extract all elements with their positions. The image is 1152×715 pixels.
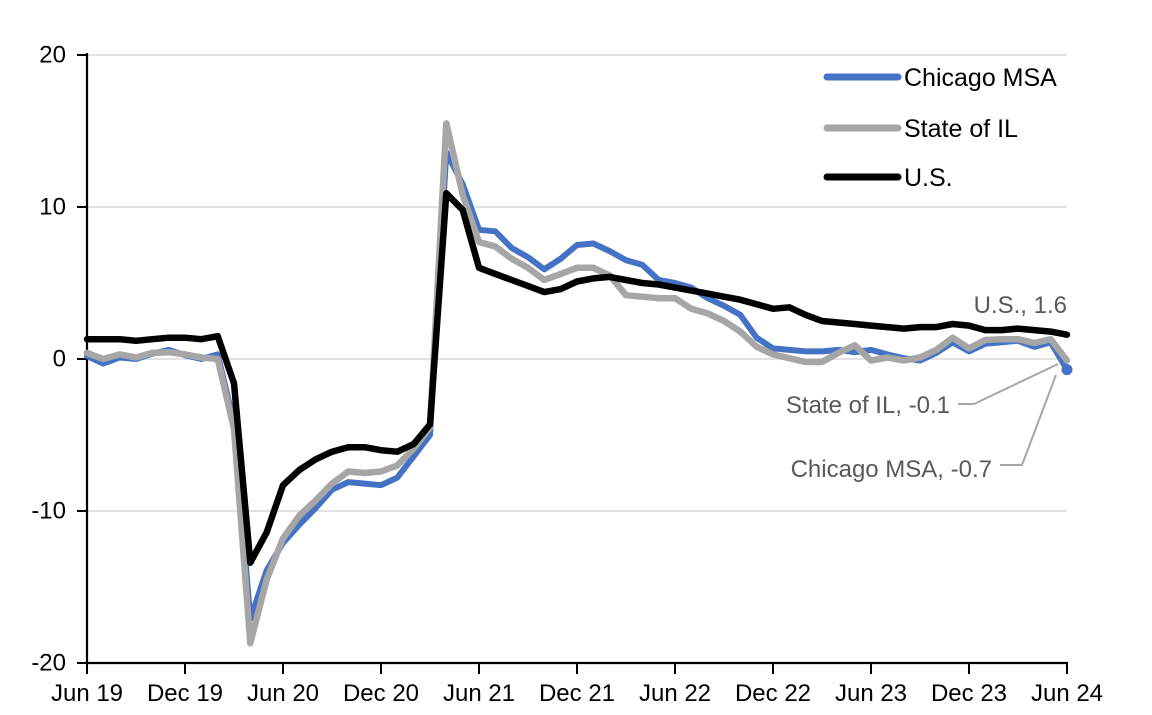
series-end-marker <box>1061 364 1073 376</box>
x-tick-label: Jun 21 <box>443 680 515 707</box>
x-tick-label: Jun 23 <box>835 680 907 707</box>
y-tick-label: 20 <box>39 42 66 69</box>
x-tick-label: Jun 19 <box>51 680 123 707</box>
y-tick-label: -20 <box>31 650 66 677</box>
y-tick-label: 10 <box>39 194 66 221</box>
x-tick-label: Dec 19 <box>147 680 223 707</box>
x-tick-label: Jun 22 <box>639 680 711 707</box>
axis-layer: 20 10 0 -10 -20 Jun 19 Dec 19 Jun 20 Dec 20 Jun 2… <box>31 42 1103 708</box>
series-line-u-s- <box>83 190 1071 566</box>
annotation-u-s-: U.S., 1.6 <box>974 292 1067 319</box>
y-tick-label: -10 <box>31 498 66 525</box>
y-tick-label: 0 <box>53 346 66 373</box>
x-tick-label: Dec 23 <box>931 680 1007 707</box>
legend-label-u-s-: U.S. <box>904 164 953 192</box>
legend-label-state-of-il: State of IL <box>904 115 1018 143</box>
series-line-state-of-il <box>83 120 1071 647</box>
series-layer <box>83 120 1073 647</box>
annotation-leader-line <box>958 363 1059 405</box>
x-tick-label: Jun 24 <box>1031 680 1103 707</box>
x-tick-label: Dec 21 <box>539 680 615 707</box>
annotation-chicago-msa: Chicago MSA, -0.7 <box>791 456 992 483</box>
x-tick-label: Dec 22 <box>735 680 811 707</box>
legend: Chicago MSA State of IL U.S. <box>823 64 1057 192</box>
grid-layer <box>87 54 1067 512</box>
annotations-layer: U.S., 1.6 State of IL, -0.1 Chicago MSA, -… <box>786 292 1067 483</box>
x-tick-label: Jun 20 <box>247 680 319 707</box>
annotation-leader-line <box>1000 374 1057 466</box>
x-tick-label: Dec 20 <box>343 680 419 707</box>
annotation-state-of-il: State of IL, -0.1 <box>786 392 950 419</box>
legend-label-chicago-msa: Chicago MSA <box>904 64 1057 92</box>
